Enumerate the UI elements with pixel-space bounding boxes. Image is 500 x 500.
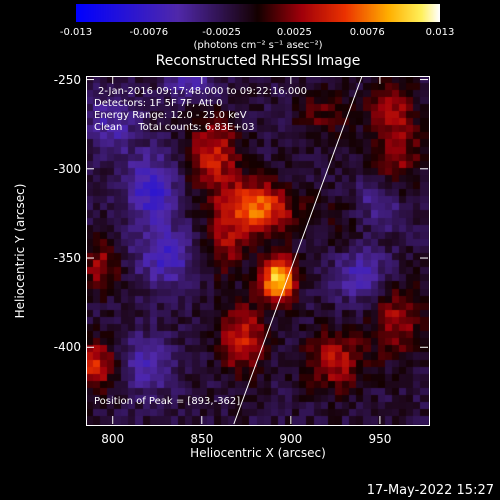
plot-overlay bbox=[86, 76, 428, 425]
colorbar bbox=[76, 4, 440, 22]
solar-limb-line bbox=[233, 76, 363, 425]
plot-area: 2-Jan-2016 09:17:48.000 to 09:22:16.000 … bbox=[86, 76, 430, 426]
colorbar-tick-label: -0.013 bbox=[59, 27, 93, 38]
colorbar-tick-label: -0.0076 bbox=[129, 27, 169, 38]
x-tick-label: 800 bbox=[101, 432, 125, 446]
y-tick-label: -350 bbox=[53, 251, 81, 266]
y-axis-label: Heliocentric Y (arcsec) bbox=[13, 183, 27, 319]
y-tick-label: -300 bbox=[53, 161, 81, 176]
x-tick-label: 950 bbox=[368, 432, 392, 446]
colorbar-unit: (photons cm⁻² s⁻¹ asec⁻²) bbox=[193, 40, 323, 51]
colorbar-tick-label: 0.013 bbox=[425, 27, 455, 38]
x-axis-label: Heliocentric X (arcsec) bbox=[190, 446, 326, 460]
colorbar-tick-label: -0.0025 bbox=[202, 27, 241, 38]
plot-timestamp: 17-May-2022 15:27 bbox=[366, 483, 494, 498]
heatmap-image bbox=[86, 76, 430, 426]
detectors-label: Detectors: 1F 5F 7F, Att 0 bbox=[94, 98, 223, 109]
y-tick-label: -400 bbox=[53, 340, 81, 355]
energy-range-label: Energy Range: 12.0 - 25.0 keV bbox=[94, 110, 247, 121]
colorbar-tick-label: 0.0025 bbox=[276, 27, 312, 38]
peak-position-label: Position of Peak = [893,-362] bbox=[94, 396, 241, 407]
clean-counts-label: Clean Total counts: 6.83E+03 bbox=[94, 122, 255, 133]
colorbar-tick-label: 0.0076 bbox=[349, 27, 385, 38]
y-tick-label: -250 bbox=[53, 72, 81, 87]
chart-title: Reconstructed RHESSI Image bbox=[155, 53, 361, 69]
time-range-label: 2-Jan-2016 09:17:48.000 to 09:22:16.000 bbox=[98, 86, 307, 97]
x-tick-label: 900 bbox=[279, 432, 303, 446]
x-tick-label: 850 bbox=[190, 432, 214, 446]
